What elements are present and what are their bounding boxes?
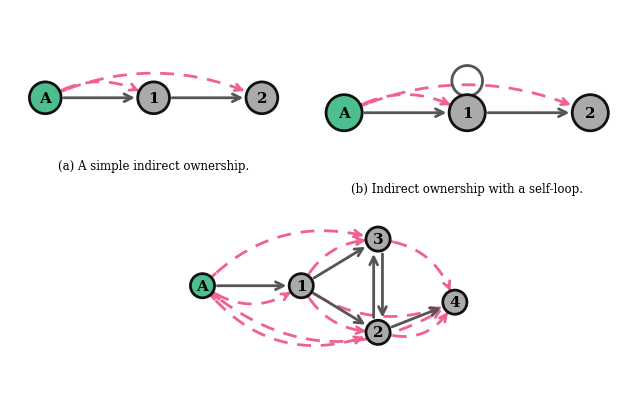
Circle shape [138,83,170,114]
Text: A: A [196,279,209,293]
Text: 2: 2 [257,92,267,106]
Text: (b) Indirect ownership with a self-loop.: (b) Indirect ownership with a self-loop. [351,183,583,196]
Circle shape [366,228,390,252]
Text: 1: 1 [296,279,307,293]
Text: 3: 3 [372,232,383,247]
Circle shape [191,274,214,298]
Text: (a) A simple indirect ownership.: (a) A simple indirect ownership. [58,160,249,173]
Circle shape [449,96,485,132]
Circle shape [326,96,362,132]
Circle shape [572,96,609,132]
Circle shape [289,274,314,298]
Text: 4: 4 [449,296,460,309]
Circle shape [443,290,467,314]
Text: A: A [338,107,350,120]
Text: 2: 2 [585,107,596,120]
Text: A: A [39,92,51,106]
Text: 1: 1 [462,107,472,120]
Text: 2: 2 [373,326,383,339]
Circle shape [366,320,390,345]
Circle shape [246,83,278,114]
Text: 1: 1 [148,92,159,106]
Circle shape [29,83,61,114]
